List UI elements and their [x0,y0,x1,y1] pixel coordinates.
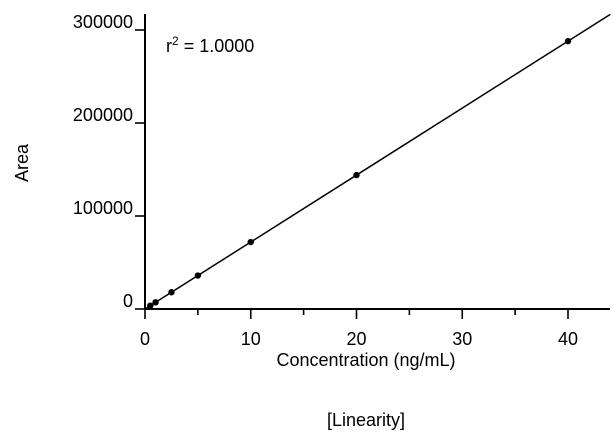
y-tick-label: 200000 [73,105,133,125]
chart-caption: [Linearity] [327,410,405,430]
r-value: = 1.0000 [179,36,255,56]
x-tick-label: 40 [558,329,578,349]
r-exponent: 2 [172,34,179,48]
data-point [353,171,360,179]
fit-line [144,13,611,310]
data-point [152,299,159,306]
r-symbol: r [166,36,172,56]
x-axis: 0 10 20 30 40 [140,308,610,349]
x-tick-label: 30 [452,329,472,349]
data-point [247,238,254,246]
data-point [168,289,175,296]
x-ticks: 0 10 20 30 40 [140,309,578,349]
y-axis-title: Area [12,143,32,182]
y-axis: 0 100000 200000 300000 [73,12,146,311]
data-point [147,302,154,309]
data-point [564,37,572,45]
x-tick-label: 0 [140,329,150,349]
data-points [147,37,572,309]
y-tick-label: 0 [123,291,133,311]
x-axis-title: Concentration (ng/mL) [276,350,455,370]
y-tick-label: 300000 [73,12,133,32]
r-squared-annotation: r2 = 1.0000 [166,34,254,56]
y-tick-label: 100000 [73,198,133,218]
x-tick-label: 10 [241,329,261,349]
data-point [194,272,202,279]
x-tick-label: 20 [346,329,366,349]
y-ticks: 0 100000 200000 300000 [73,12,145,311]
